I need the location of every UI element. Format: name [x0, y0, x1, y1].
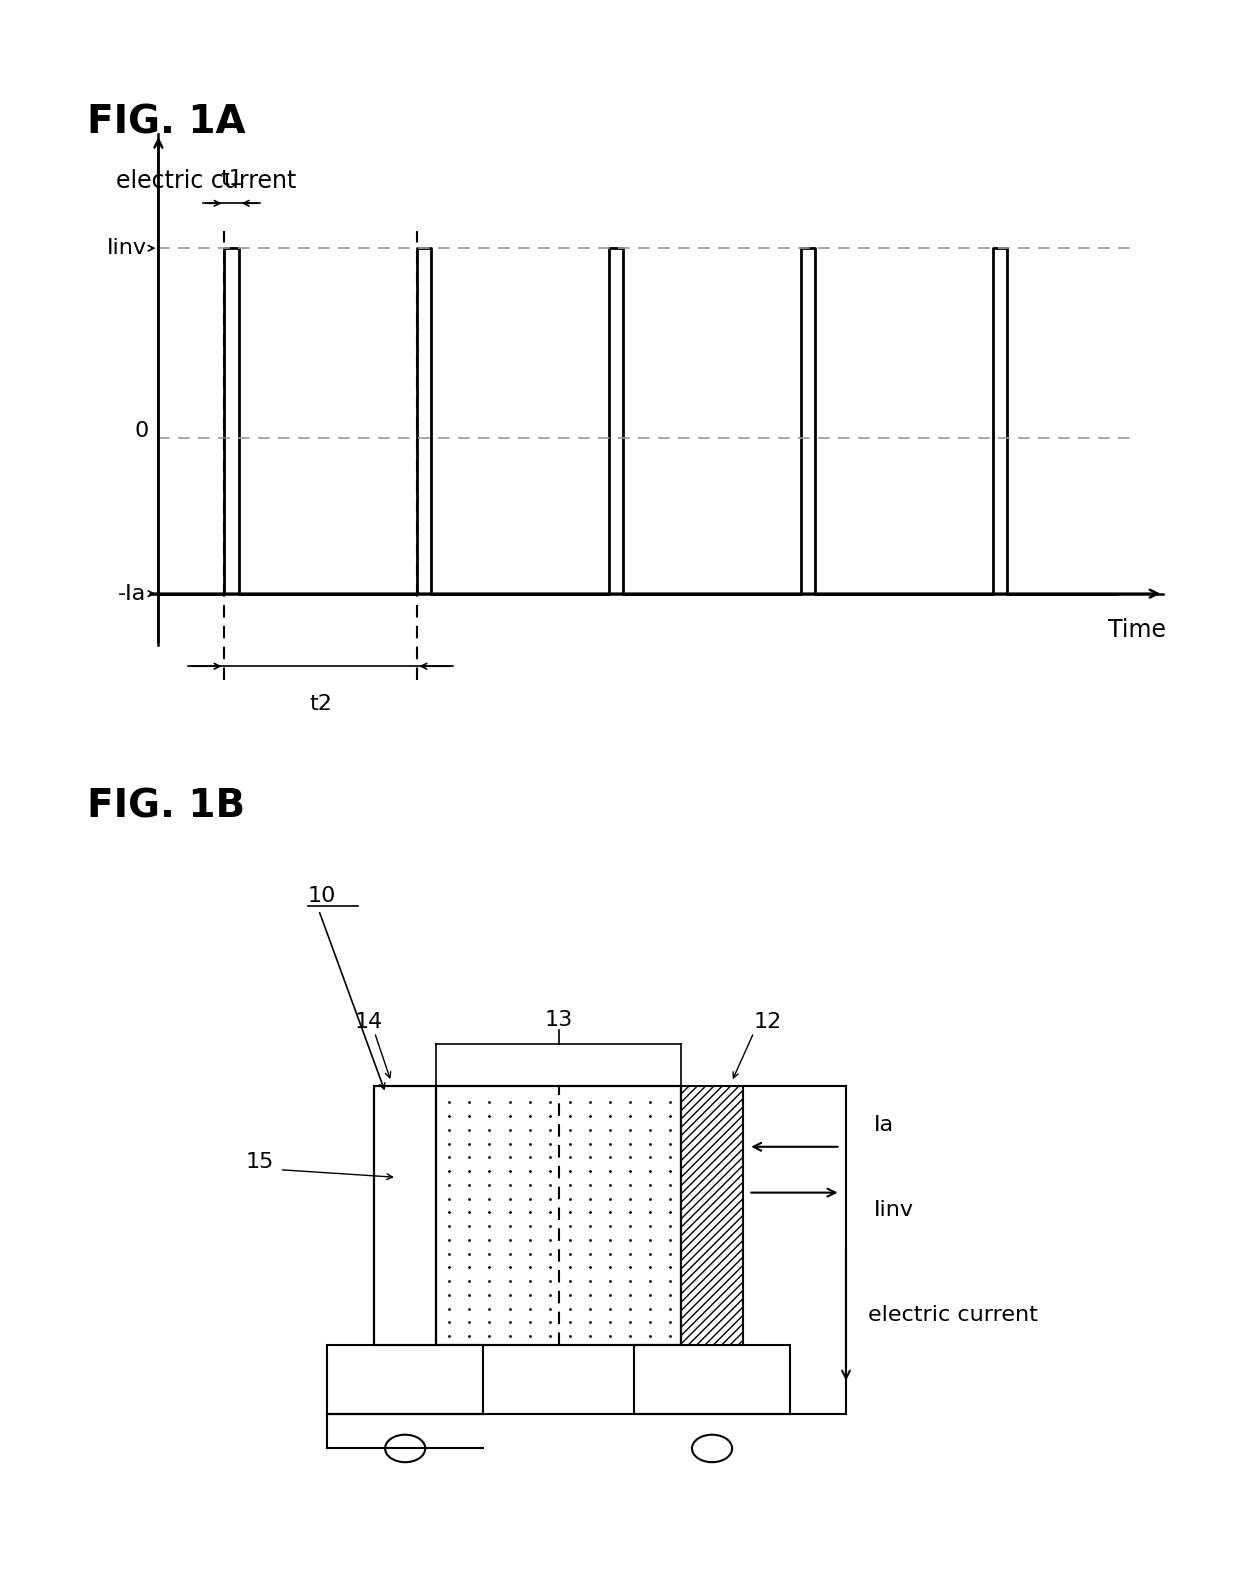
- Bar: [374, 1085, 436, 1346]
- Text: -Ia: -Ia: [118, 584, 146, 603]
- Bar: [327, 1346, 484, 1414]
- Text: t2: t2: [309, 694, 332, 714]
- Bar: [436, 1085, 682, 1346]
- Text: Ia: Ia: [874, 1115, 894, 1136]
- Text: electric current: electric current: [868, 1305, 1038, 1325]
- Bar: [682, 1085, 743, 1346]
- Text: 15: 15: [246, 1152, 274, 1173]
- Text: Time: Time: [1107, 617, 1166, 641]
- Text: Iinv: Iinv: [107, 239, 146, 258]
- Text: 14: 14: [355, 1012, 383, 1033]
- Text: Iinv: Iinv: [874, 1200, 914, 1220]
- Text: FIG. 1B: FIG. 1B: [87, 788, 246, 826]
- Text: t1: t1: [221, 170, 243, 189]
- Bar: [436, 1085, 682, 1346]
- Bar: [374, 1085, 436, 1346]
- Bar: [374, 1085, 436, 1346]
- Text: FIG. 1A: FIG. 1A: [87, 103, 246, 142]
- Text: 10: 10: [308, 886, 336, 907]
- Text: 0: 0: [135, 422, 149, 441]
- Bar: [634, 1346, 790, 1414]
- Text: electric current: electric current: [117, 169, 296, 193]
- Bar: [682, 1085, 743, 1346]
- Text: 13: 13: [544, 1010, 573, 1029]
- Text: 12: 12: [754, 1012, 782, 1033]
